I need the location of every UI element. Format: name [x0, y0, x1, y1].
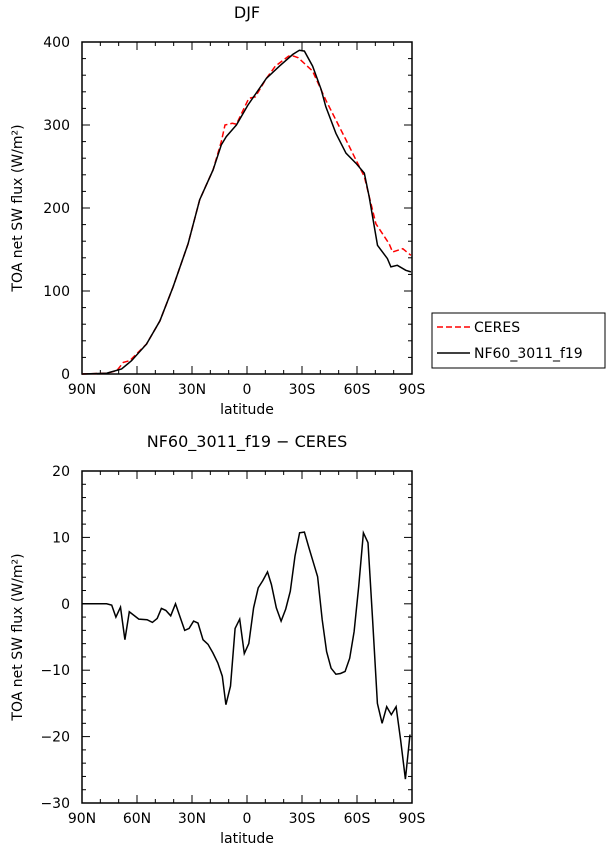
y-axis-label: TOA net SW flux (W/m²)	[10, 124, 26, 292]
plot-frame	[81, 41, 413, 375]
legend-entry: CERES	[474, 320, 520, 336]
legend-box	[431, 312, 606, 369]
y-tick-label: 400	[43, 35, 70, 51]
x-tick-label: 0	[243, 811, 252, 827]
y-tick-label: 10	[52, 530, 70, 546]
x-tick-label: 30N	[178, 811, 206, 827]
series-line-ceres	[81, 55, 412, 375]
y-tick-label: 20	[52, 464, 70, 480]
x-tick-label: 0	[243, 382, 252, 398]
x-axis-label: latitude	[220, 402, 274, 418]
x-tick-label: 90N	[68, 382, 96, 398]
x-tick-label: 90N	[68, 811, 96, 827]
panel-2: 90N 60N 30N 0 30S 60S 90S −30 −20 −10 0 10 20 NF60_30…	[10, 432, 425, 847]
x-tick-label: 30S	[289, 382, 316, 398]
x-tick-label: 60S	[344, 382, 371, 398]
chart-title: DJF	[234, 3, 260, 22]
y-axis-label: TOA net SW flux (W/m²)	[10, 553, 26, 721]
y-tick-label: 300	[43, 118, 70, 134]
legend-entry: NF60_3011_f19	[474, 346, 583, 362]
x-tick-label: 60N	[123, 811, 151, 827]
x-tick-label: 90S	[399, 811, 426, 827]
series-line-difference	[82, 529, 411, 780]
x-axis-label: latitude	[220, 831, 274, 847]
y-tick-label: 0	[61, 597, 70, 613]
x-tick-label: 60S	[344, 811, 371, 827]
y-tick-label: −20	[40, 730, 70, 746]
plot-frame	[81, 470, 413, 804]
x-tick-label: 90S	[399, 382, 426, 398]
legend: CERES NF60_3011_f19	[431, 312, 606, 369]
x-tick-label: 60N	[123, 382, 151, 398]
y-tick-label: −30	[40, 796, 70, 812]
chart-title: NF60_3011_f19 − CERES	[147, 432, 347, 452]
x-tick-label: 30S	[289, 811, 316, 827]
y-tick-label: −10	[40, 663, 70, 679]
x-tick-label: 30N	[178, 382, 206, 398]
y-tick-label: 0	[61, 367, 70, 383]
y-tick-label: 100	[43, 284, 70, 300]
panel-1: 90N 60N 30N 0 30S 60S 90S 0 100 200 300 400 DJF latit…	[10, 3, 606, 418]
series-line-nf60-3011-f19	[81, 49, 412, 375]
y-tick-label: 200	[43, 201, 70, 217]
